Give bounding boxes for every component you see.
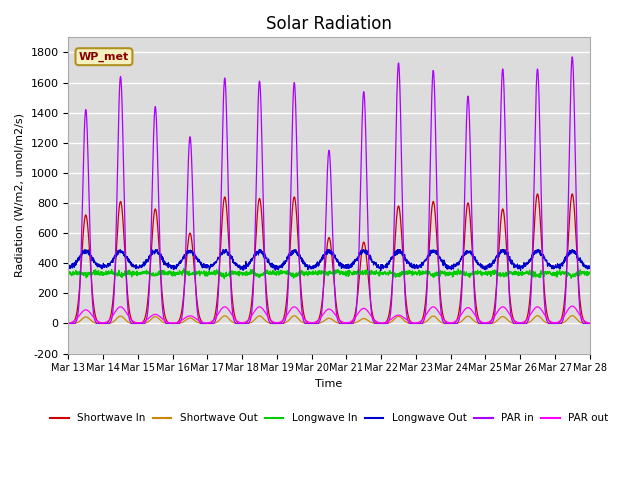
PAR in: [210, 321, 218, 326]
Shortwave In: [554, 321, 562, 326]
Longwave In: [540, 269, 548, 275]
Line: Shortwave Out: Shortwave Out: [68, 316, 589, 324]
Longwave Out: [555, 263, 563, 269]
Longwave In: [210, 268, 218, 274]
Shortwave Out: [65, 321, 72, 326]
Shortwave Out: [355, 318, 363, 324]
Y-axis label: Radiation (W/m2, umol/m2/s): Radiation (W/m2, umol/m2/s): [15, 113, 25, 277]
Shortwave In: [540, 275, 547, 280]
Longwave In: [221, 276, 228, 282]
Shortwave Out: [568, 313, 576, 319]
PAR in: [586, 321, 593, 326]
PAR in: [355, 245, 363, 251]
Longwave Out: [65, 266, 72, 272]
PAR out: [540, 310, 547, 316]
Longwave Out: [586, 265, 593, 271]
PAR in: [568, 54, 576, 60]
PAR out: [586, 320, 593, 326]
Shortwave In: [210, 317, 218, 323]
Line: Longwave Out: Longwave Out: [68, 250, 589, 271]
Longwave Out: [344, 263, 352, 268]
Shortwave Out: [586, 321, 593, 326]
PAR in: [540, 280, 547, 286]
Line: PAR in: PAR in: [68, 57, 589, 324]
Shortwave Out: [344, 321, 351, 326]
PAR out: [344, 320, 351, 325]
Text: WP_met: WP_met: [79, 51, 129, 62]
Longwave In: [344, 271, 352, 277]
PAR in: [480, 321, 488, 326]
PAR in: [65, 321, 72, 326]
Longwave In: [586, 270, 593, 276]
Shortwave In: [568, 191, 576, 197]
Longwave Out: [210, 262, 218, 267]
Line: Shortwave In: Shortwave In: [68, 194, 589, 324]
Shortwave In: [480, 321, 488, 326]
PAR out: [355, 309, 363, 315]
Line: PAR out: PAR out: [68, 306, 589, 324]
Longwave In: [180, 266, 188, 272]
Line: Longwave In: Longwave In: [68, 269, 589, 279]
PAR out: [480, 320, 488, 325]
Longwave In: [555, 269, 563, 275]
Longwave Out: [355, 250, 363, 255]
PAR in: [554, 321, 562, 326]
Shortwave Out: [210, 320, 218, 326]
Shortwave Out: [480, 321, 488, 326]
Shortwave Out: [540, 318, 547, 324]
PAR out: [554, 319, 562, 325]
Shortwave In: [65, 321, 72, 326]
Title: Solar Radiation: Solar Radiation: [266, 15, 392, 33]
Longwave Out: [481, 264, 488, 270]
Longwave Out: [377, 268, 385, 274]
PAR in: [344, 321, 351, 326]
Longwave Out: [116, 247, 124, 252]
Shortwave In: [355, 277, 363, 283]
Longwave In: [65, 270, 72, 276]
Longwave In: [356, 271, 364, 276]
X-axis label: Time: Time: [316, 379, 342, 389]
PAR out: [210, 317, 218, 323]
Shortwave In: [344, 321, 351, 326]
Legend: Shortwave In, Shortwave Out, Longwave In, Longwave Out, PAR in, PAR out: Shortwave In, Shortwave Out, Longwave In…: [45, 409, 612, 428]
Longwave In: [481, 272, 488, 277]
PAR out: [65, 321, 72, 326]
Longwave Out: [540, 255, 548, 261]
Shortwave In: [586, 321, 593, 326]
Shortwave Out: [554, 321, 562, 326]
PAR out: [568, 303, 576, 309]
